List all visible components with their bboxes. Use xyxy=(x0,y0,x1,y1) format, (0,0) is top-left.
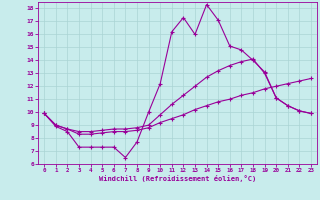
X-axis label: Windchill (Refroidissement éolien,°C): Windchill (Refroidissement éolien,°C) xyxy=(99,175,256,182)
